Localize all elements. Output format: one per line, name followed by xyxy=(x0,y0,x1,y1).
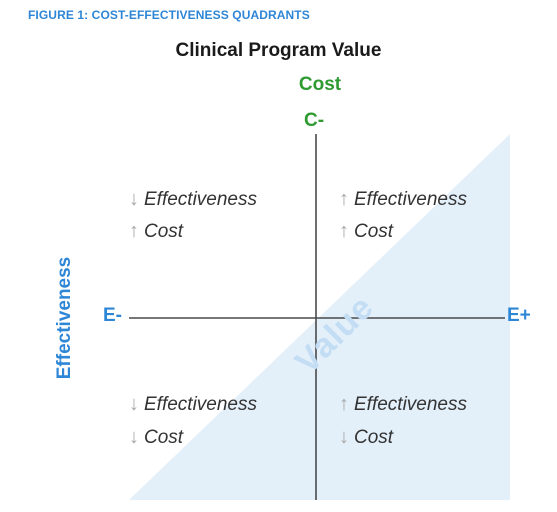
quadrant-text: Effectiveness xyxy=(354,189,467,210)
quadrant-text: Cost xyxy=(144,221,184,242)
arrow-down-icon: ↓ xyxy=(129,393,139,415)
quadrant-top-right-effectiveness: ↑ Effectiveness xyxy=(336,188,467,211)
quadrant-top-right-cost: ↑ Cost xyxy=(336,220,393,243)
value-region xyxy=(129,134,510,500)
effectiveness-positive-label: E+ xyxy=(507,305,531,326)
arrow-up-icon: ↑ xyxy=(339,393,349,415)
quadrant-text: Effectiveness xyxy=(144,189,257,210)
quadrant-text: Cost xyxy=(354,427,394,448)
arrow-up-icon: ↑ xyxy=(129,220,139,242)
cost-axis-end-label: C- xyxy=(304,110,325,131)
quadrant-top-left-effectiveness: ↓ Effectiveness xyxy=(126,188,257,211)
quadrant-bottom-right-effectiveness: ↑ Effectiveness xyxy=(336,393,467,416)
figure-label: FIGURE 1: COST-EFFECTIVENESS QUADRANTS xyxy=(28,8,310,22)
quadrant-text: Effectiveness xyxy=(354,394,467,415)
quadrant-top-left-cost: ↑ Cost xyxy=(126,220,183,243)
diagram-title: Clinical Program Value xyxy=(175,40,382,61)
effectiveness-axis-title: Effectiveness xyxy=(54,256,75,380)
quadrant-bottom-left-effectiveness: ↓ Effectiveness xyxy=(126,393,257,416)
quadrant-text: Cost xyxy=(144,427,184,448)
arrow-down-icon: ↓ xyxy=(339,426,349,448)
quadrant-bottom-right-cost: ↓ Cost xyxy=(336,426,393,449)
quadrant-text: Effectiveness xyxy=(144,394,257,415)
cost-axis-title: Cost xyxy=(298,74,342,95)
quadrant-bottom-left-cost: ↓ Cost xyxy=(126,426,183,449)
effectiveness-negative-label: E- xyxy=(103,305,122,326)
quadrant-text: Cost xyxy=(354,221,394,242)
arrow-up-icon: ↑ xyxy=(339,220,349,242)
arrow-down-icon: ↓ xyxy=(129,426,139,448)
arrow-down-icon: ↓ xyxy=(129,188,139,210)
arrow-up-icon: ↑ xyxy=(339,188,349,210)
